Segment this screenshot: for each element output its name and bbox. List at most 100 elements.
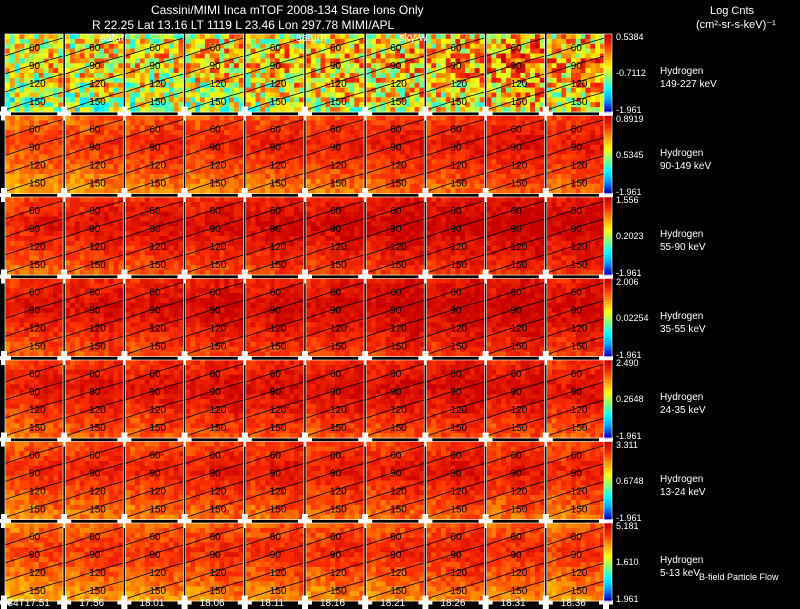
pixel-cell [5, 135, 11, 141]
pixel-cell [556, 48, 562, 54]
pixel-cell [575, 188, 582, 194]
pixel-cell [566, 92, 572, 98]
pixel-cell [113, 216, 119, 222]
pixel-cell [144, 174, 150, 180]
pixel-cell [289, 125, 295, 131]
contour-label: 150 [390, 179, 407, 190]
pixel-cell [436, 97, 442, 103]
pixel-cell [445, 43, 451, 50]
pixel-cell [339, 178, 346, 185]
pixel-cell [590, 164, 596, 170]
pixel-cell [404, 174, 411, 180]
pixel-cell [164, 231, 170, 237]
pixel-cell [400, 125, 406, 131]
pixel-cell [525, 92, 531, 98]
pixel-cell [164, 201, 170, 208]
pixel-cell [335, 48, 341, 54]
pixel-cell [84, 87, 90, 93]
pixel-cell [419, 48, 425, 54]
pixel-cell [229, 221, 235, 227]
contour-line [426, 55, 485, 75]
pixel-cell [118, 97, 124, 103]
pixel-cell [570, 135, 577, 141]
pixel-cell [135, 216, 141, 222]
pixel-cell [9, 206, 16, 213]
pixel-cell [404, 130, 411, 136]
pixel-cell [224, 270, 230, 276]
pixel-cell [289, 149, 295, 155]
contour-label: 120 [450, 161, 467, 172]
pixel-cell [590, 169, 596, 175]
pixel-cell [79, 226, 85, 232]
pixel-cell [260, 154, 266, 160]
pixel-cell [135, 159, 141, 165]
pixel-cell [465, 43, 471, 50]
pixel-cell [390, 135, 396, 141]
pixel-cell [344, 48, 350, 54]
pixel-cell [53, 87, 59, 93]
contour-line [366, 91, 425, 111]
pixel-cell [404, 73, 411, 79]
pixel-cell [255, 34, 261, 40]
pixel-cell [125, 265, 131, 271]
pixel-cell [139, 265, 146, 271]
pixel-cell [585, 107, 591, 113]
contour-line [426, 119, 485, 138]
pixel-cell [185, 48, 191, 54]
contour-line [4, 173, 64, 192]
contour-label: 60 [571, 125, 583, 136]
pixel-cell [53, 183, 59, 190]
pixel-cell [460, 38, 466, 45]
pixel-cell [24, 63, 30, 69]
pixel-cell [551, 53, 557, 59]
pixel-cell [546, 135, 553, 141]
pixel-cell [330, 115, 336, 121]
pixel-cell [99, 149, 105, 155]
pixel-cell [200, 87, 206, 93]
pixel-cell [440, 107, 447, 113]
pixel-cell [190, 245, 196, 252]
pixel-cell [279, 164, 285, 170]
pixel-cell [510, 135, 516, 141]
pixel-cell [335, 115, 341, 121]
pixel-cell [14, 120, 20, 126]
pixel-cell [265, 58, 271, 64]
pixel-cell [43, 265, 49, 271]
pixel-cell [580, 68, 586, 74]
pixel-cell [34, 159, 40, 165]
pixel-cell [491, 178, 497, 185]
pixel-cell [65, 221, 71, 227]
pixel-cell [486, 53, 492, 59]
pixel-cell [130, 53, 136, 59]
pixel-cell [419, 169, 425, 175]
contour-label: 90 [511, 143, 523, 154]
pixel-cell [409, 73, 415, 79]
pixel-cell [546, 92, 553, 98]
contour-label: 90 [149, 224, 161, 235]
pixel-cell [159, 87, 165, 93]
pixel-cell [53, 201, 59, 208]
pixel-cell [238, 73, 244, 79]
pixel-cell [135, 92, 141, 98]
pixel-cell [250, 82, 256, 89]
pixel-cell [546, 144, 553, 151]
pixel-cell [108, 206, 114, 213]
contour-label: 120 [571, 79, 588, 90]
pixel-cell [118, 197, 124, 203]
pixel-cell [400, 97, 406, 103]
pixel-cell [5, 125, 11, 131]
pixel-cell [371, 92, 377, 98]
pixel-cell [159, 68, 165, 74]
pixel-cell [599, 43, 606, 50]
pixel-cell [224, 174, 230, 180]
pixel-cell [209, 226, 215, 232]
pixel-cell [195, 270, 201, 276]
colorbar-segment [604, 54, 612, 58]
pixel-cell [103, 183, 110, 190]
pixel-cell [255, 164, 261, 170]
pixel-cell [84, 34, 90, 40]
pixel-cell [375, 139, 382, 146]
pixel-cell [219, 174, 225, 180]
pixel-cell [159, 221, 165, 227]
